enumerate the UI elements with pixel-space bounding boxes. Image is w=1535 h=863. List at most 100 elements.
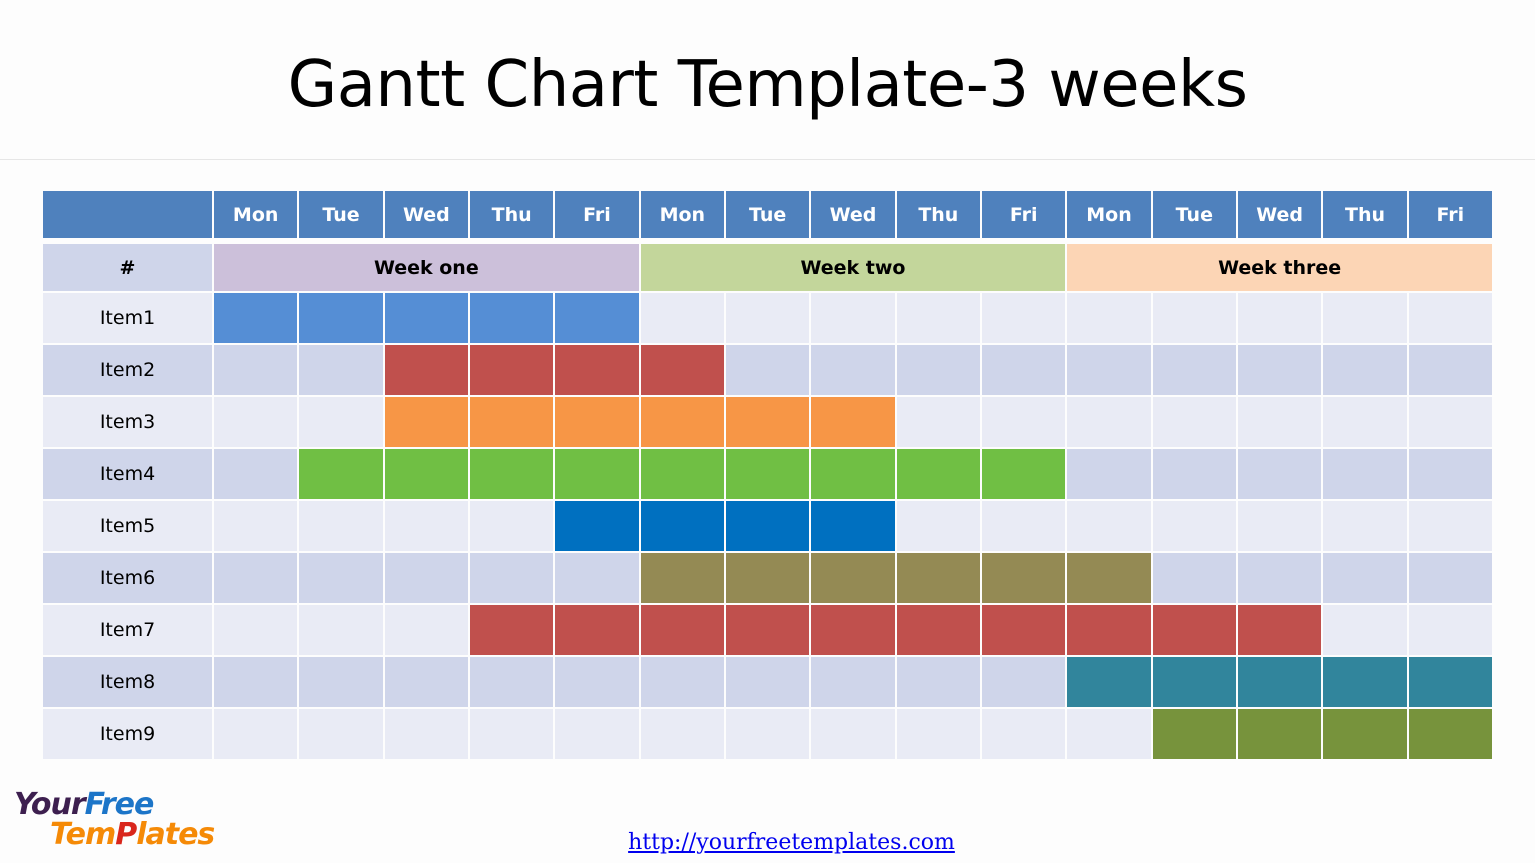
task-label: Item3: [43, 397, 212, 447]
task-bar-cell: [555, 449, 639, 499]
task-bar-cell: [640, 553, 724, 603]
empty-day-cell: [470, 657, 554, 707]
empty-day-cell: [896, 501, 980, 551]
gantt-chart: Mon Tue Wed Thu Fri Mon Tue Wed Thu Fri Mon Tue Wed T…: [43, 191, 1492, 761]
empty-day-cell: [1152, 449, 1236, 499]
empty-day-cell: [726, 345, 810, 395]
day-header-13: Thu: [1323, 191, 1407, 238]
task-row: Item2: [43, 345, 1492, 395]
task-label: Item6: [43, 553, 212, 603]
title-divider: [0, 159, 1535, 160]
empty-day-cell: [214, 501, 298, 551]
task-bar-cell: [214, 293, 298, 343]
empty-day-cell: [1238, 345, 1322, 395]
empty-day-cell: [982, 657, 1066, 707]
empty-day-cell: [299, 397, 383, 447]
empty-day-cell: [299, 501, 383, 551]
task-bar-cell: [896, 605, 980, 655]
task-bar-cell: [726, 605, 810, 655]
empty-day-cell: [299, 605, 383, 655]
empty-day-cell: [384, 605, 468, 655]
task-bar-cell: [811, 449, 895, 499]
empty-day-cell: [982, 345, 1066, 395]
empty-day-cell: [1323, 553, 1407, 603]
task-bar-cell: [1067, 605, 1151, 655]
task-bar-cell: [470, 397, 554, 447]
task-bar-cell: [896, 449, 980, 499]
task-bar-cell: [811, 397, 895, 447]
empty-day-cell: [896, 657, 980, 707]
empty-day-cell: [214, 605, 298, 655]
task-label: Item7: [43, 605, 212, 655]
task-bar-cell: [384, 449, 468, 499]
empty-day-cell: [896, 709, 980, 759]
website-link[interactable]: http://yourfreetemplates.com: [628, 830, 955, 855]
empty-day-cell: [982, 293, 1066, 343]
day-header-4: Fri: [555, 191, 639, 238]
week-header-0: Week one: [214, 244, 639, 291]
empty-day-cell: [1408, 553, 1492, 603]
task-bar-cell: [640, 605, 724, 655]
task-bar-cell: [811, 501, 895, 551]
empty-day-cell: [1238, 449, 1322, 499]
task-bar-cell: [1323, 709, 1407, 759]
task-label: Item8: [43, 657, 212, 707]
slide-title: Gantt Chart Template-3 weeks: [287, 48, 1248, 122]
task-row: Item9: [43, 709, 1492, 759]
empty-day-cell: [640, 657, 724, 707]
day-header-7: Wed: [811, 191, 895, 238]
task-label: Item2: [43, 345, 212, 395]
task-bar-cell: [1152, 709, 1236, 759]
empty-day-cell: [726, 657, 810, 707]
week-header-2: Week three: [1067, 244, 1492, 291]
empty-day-cell: [982, 501, 1066, 551]
task-label: Item5: [43, 501, 212, 551]
empty-day-cell: [1408, 501, 1492, 551]
empty-day-cell: [726, 709, 810, 759]
task-bar-cell: [384, 293, 468, 343]
empty-day-cell: [299, 709, 383, 759]
empty-day-cell: [214, 449, 298, 499]
task-bar-cell: [811, 553, 895, 603]
task-bar-cell: [555, 397, 639, 447]
day-header-9: Fri: [982, 191, 1066, 238]
empty-day-cell: [1238, 397, 1322, 447]
empty-day-cell: [1067, 397, 1151, 447]
empty-day-cell: [1067, 449, 1151, 499]
empty-day-cell: [982, 397, 1066, 447]
task-bar-cell: [726, 553, 810, 603]
empty-day-cell: [299, 657, 383, 707]
task-label: Item1: [43, 293, 212, 343]
empty-day-cell: [1408, 345, 1492, 395]
corner-header-cell: [43, 191, 212, 238]
task-bar-cell: [982, 553, 1066, 603]
day-header-row: Mon Tue Wed Thu Fri Mon Tue Wed Thu Fri Mon Tue Wed T…: [43, 191, 1492, 238]
empty-day-cell: [640, 709, 724, 759]
empty-day-cell: [1408, 605, 1492, 655]
empty-day-cell: [1067, 709, 1151, 759]
empty-day-cell: [299, 345, 383, 395]
empty-day-cell: [1323, 397, 1407, 447]
task-bar-cell: [555, 501, 639, 551]
task-row: Item3: [43, 397, 1492, 447]
day-header-2: Wed: [384, 191, 468, 238]
empty-day-cell: [1323, 345, 1407, 395]
task-bar-cell: [299, 293, 383, 343]
empty-day-cell: [1067, 293, 1151, 343]
task-bar-cell: [384, 345, 468, 395]
task-label: Item4: [43, 449, 212, 499]
empty-day-cell: [1408, 397, 1492, 447]
day-header-11: Tue: [1152, 191, 1236, 238]
day-header-8: Thu: [896, 191, 980, 238]
empty-day-cell: [982, 709, 1066, 759]
task-bar-cell: [1152, 657, 1236, 707]
task-bar-cell: [1238, 605, 1322, 655]
empty-day-cell: [214, 345, 298, 395]
empty-day-cell: [1323, 501, 1407, 551]
empty-day-cell: [1152, 397, 1236, 447]
day-header-1: Tue: [299, 191, 383, 238]
task-bar-cell: [1067, 657, 1151, 707]
empty-day-cell: [811, 709, 895, 759]
task-label: Item9: [43, 709, 212, 759]
task-bar-cell: [896, 553, 980, 603]
